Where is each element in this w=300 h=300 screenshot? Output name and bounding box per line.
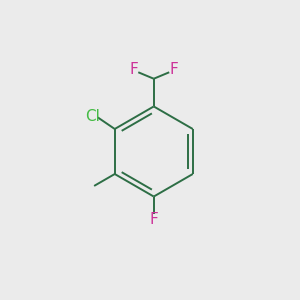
Text: F: F	[169, 62, 178, 77]
Text: F: F	[149, 212, 158, 227]
Text: F: F	[130, 62, 139, 77]
Text: Cl: Cl	[85, 109, 100, 124]
